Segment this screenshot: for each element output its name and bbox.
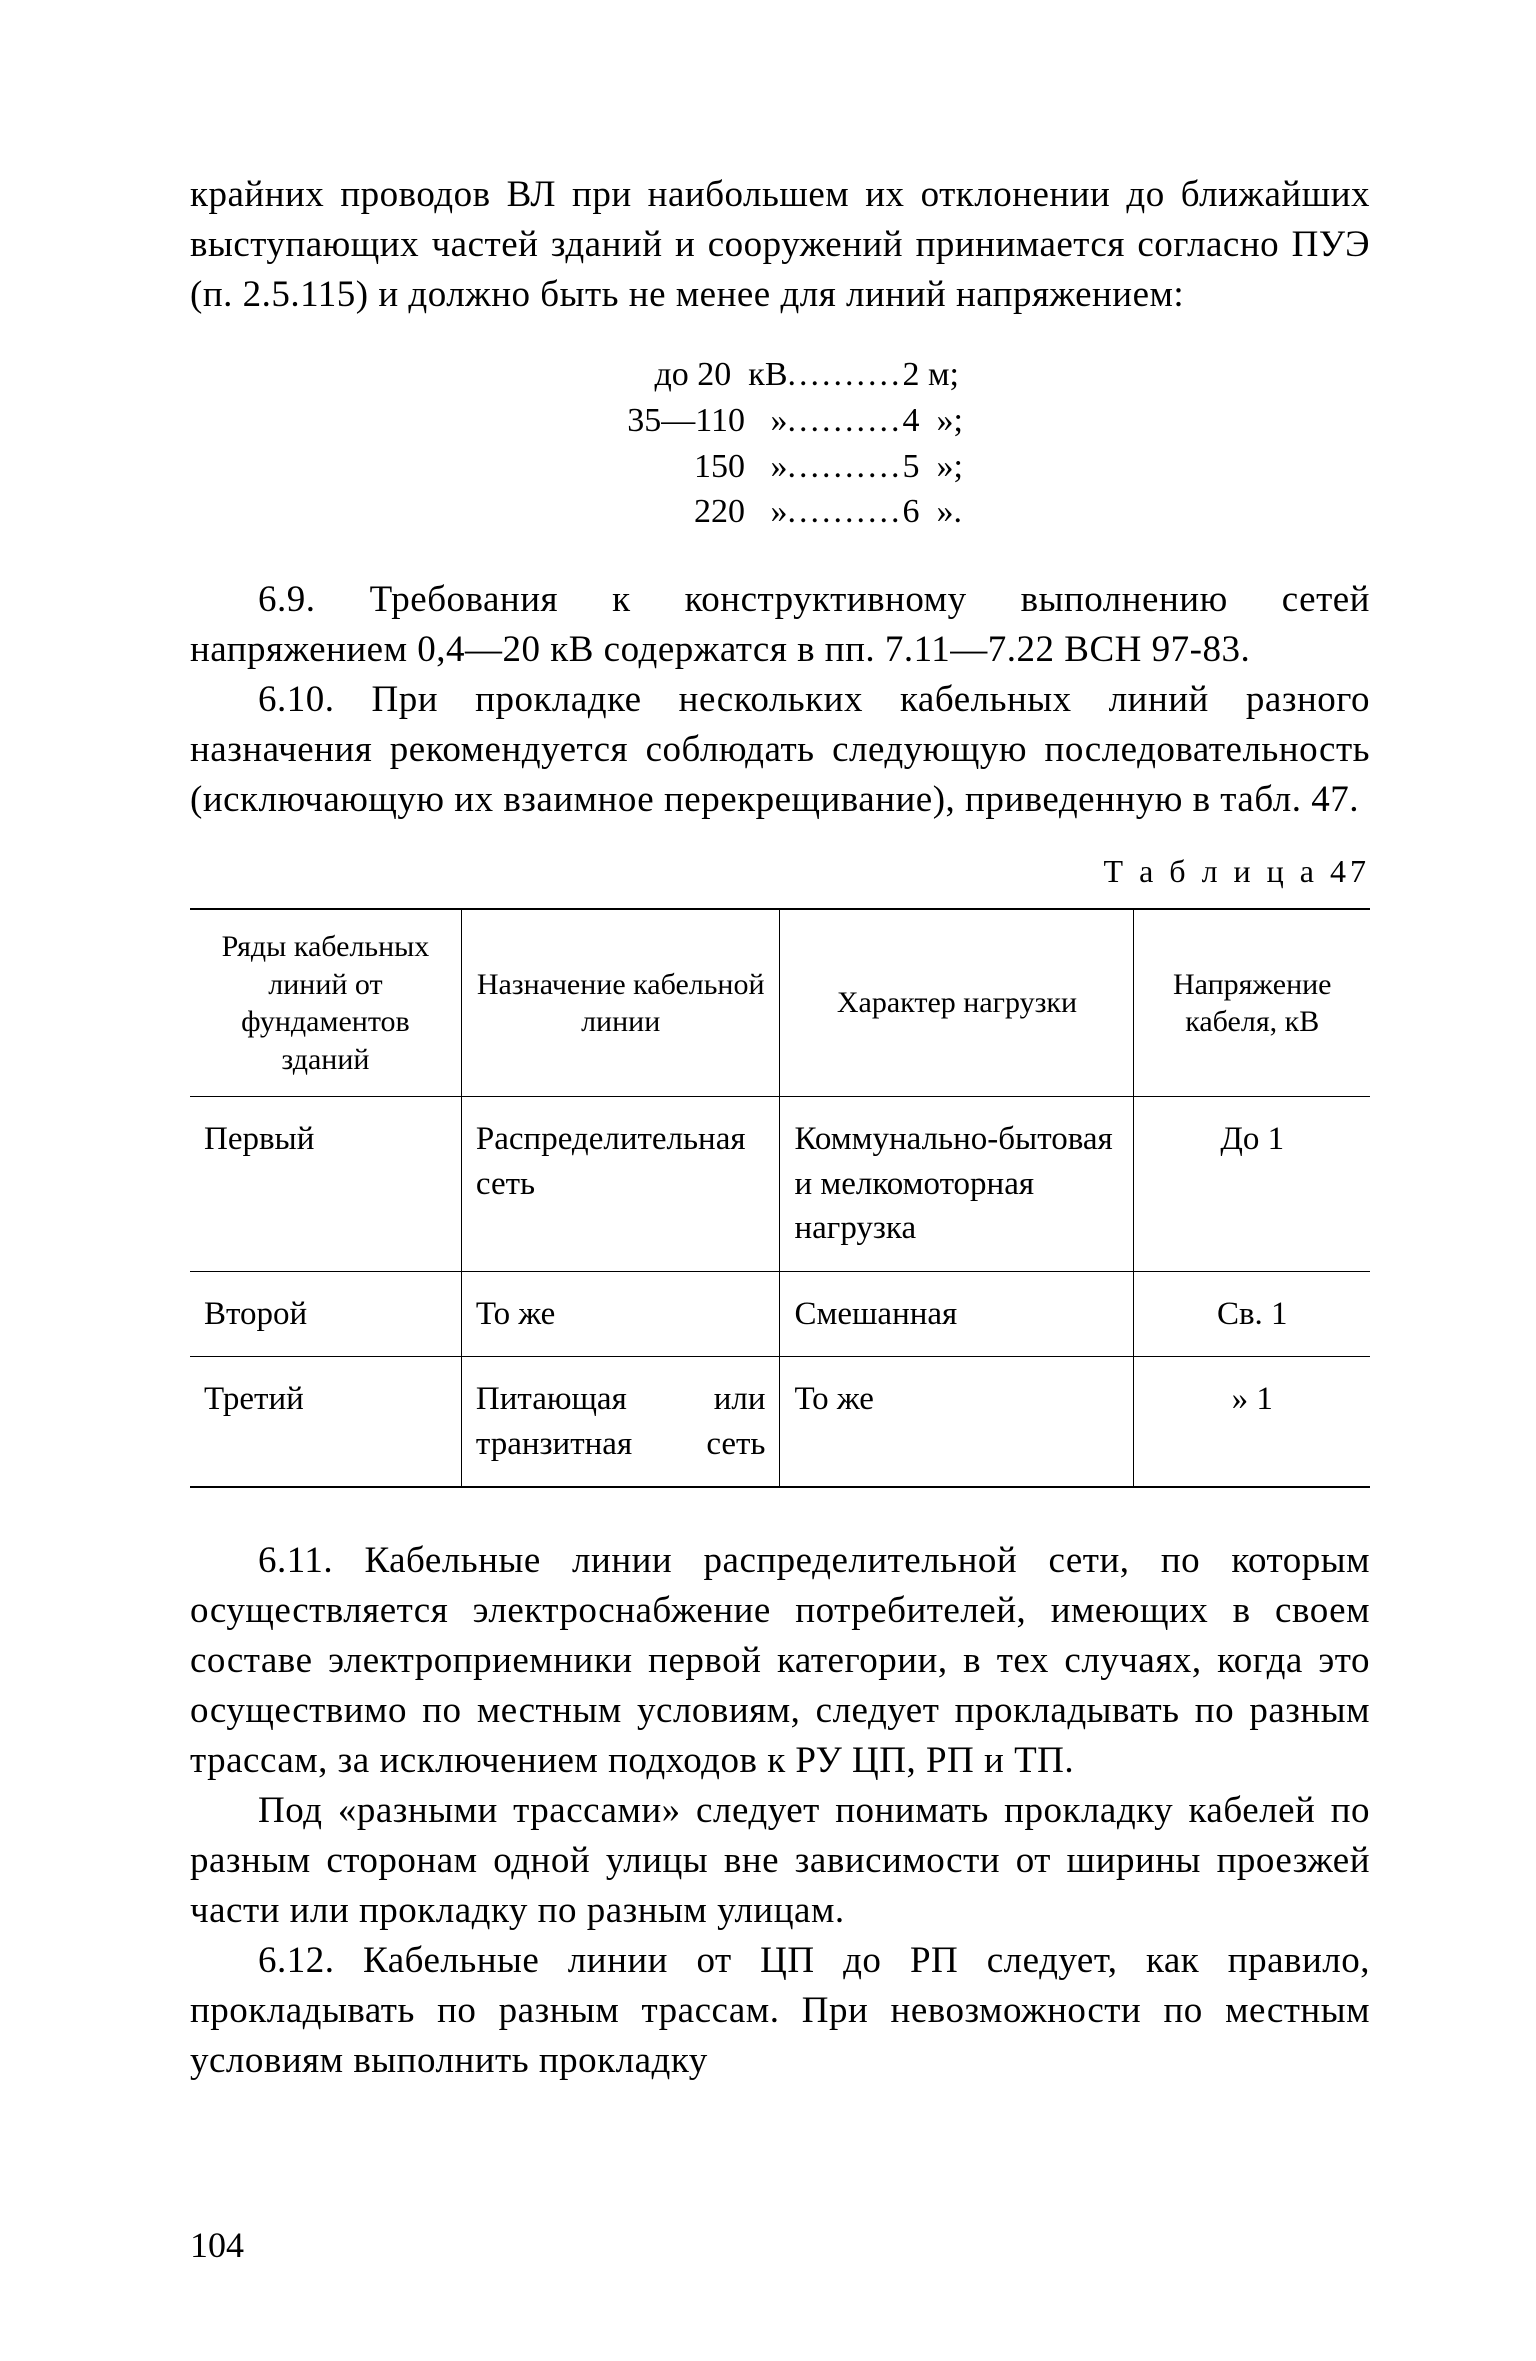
paragraph-6-9: 6.9. Требования к конструктивному выполн… <box>190 575 1370 675</box>
table-cell: До 1 <box>1134 1097 1370 1272</box>
table-cell: Смешанная <box>780 1271 1134 1357</box>
voltage-value: 4 »; <box>903 398 1023 444</box>
table-cell: Третий <box>190 1357 461 1488</box>
paragraph-lead: крайних проводов ВЛ при наибольшем их от… <box>190 170 1370 320</box>
table-row: Второй То же Смешанная Св. 1 <box>190 1271 1370 1357</box>
table-header-cell: Ряды кабельных линий от фундаментов здан… <box>190 909 461 1097</box>
voltage-dots: .......... <box>788 352 903 398</box>
voltage-label: 150 » <box>538 444 788 490</box>
table-row: Первый Распределительная сеть Коммунальн… <box>190 1097 1370 1272</box>
table-cell-text: Питающая или транзитная сеть <box>476 1381 766 1462</box>
page-content: крайних проводов ВЛ при наибольшем их от… <box>190 170 1370 2086</box>
table-cell: Распределительная сеть <box>461 1097 780 1272</box>
voltage-value: 5 »; <box>903 444 1023 490</box>
voltage-label: 220 » <box>538 489 788 535</box>
table-cell: Питающая или транзитная сеть <box>461 1357 780 1488</box>
table-header-cell: Характер нагрузки <box>780 909 1134 1097</box>
table-cell: Коммунально-бытовая и мелкомоторная нагр… <box>780 1097 1134 1272</box>
voltage-distance-list: до 20 кВ .......... 2 м; 35—110 » ......… <box>190 352 1370 536</box>
table-header-cell: Назначение кабельной линии <box>461 909 780 1097</box>
voltage-dots: .......... <box>788 444 903 490</box>
page-number: 104 <box>190 2224 244 2266</box>
voltage-value: 6 ». <box>903 489 1023 535</box>
paragraph-6-12: 6.12. Кабельные линии от ЦП до РП следуе… <box>190 1936 1370 2086</box>
table-caption: Т а б л и ц а 47 <box>190 853 1370 890</box>
voltage-dots: .......... <box>788 398 903 444</box>
voltage-dots: .......... <box>788 489 903 535</box>
table-cell: Св. 1 <box>1134 1271 1370 1357</box>
table-cell: » 1 <box>1134 1357 1370 1488</box>
voltage-row: 35—110 » .......... 4 »; <box>190 398 1370 444</box>
table-cell: Первый <box>190 1097 461 1272</box>
table-cell: То же <box>780 1357 1134 1488</box>
table-cell: То же <box>461 1271 780 1357</box>
voltage-label: до 20 кВ <box>538 352 788 398</box>
table-header-row: Ряды кабельных линий от фундаментов здан… <box>190 909 1370 1097</box>
voltage-label: 35—110 » <box>538 398 788 444</box>
table-row: Третий Питающая или транзитная сеть То ж… <box>190 1357 1370 1488</box>
voltage-row: 220 » .......... 6 ». <box>190 489 1370 535</box>
table-47: Ряды кабельных линий от фундаментов здан… <box>190 908 1370 1488</box>
paragraph-6-10: 6.10. При прокладке нескольких кабельных… <box>190 675 1370 825</box>
paragraph-6-11: 6.11. Кабельные линии распределительной … <box>190 1536 1370 1786</box>
paragraph-6-11b: Под «разными трассами» следует понимать … <box>190 1786 1370 1936</box>
table-cell: Второй <box>190 1271 461 1357</box>
voltage-value: 2 м; <box>903 352 1023 398</box>
voltage-row: 150 » .......... 5 »; <box>190 444 1370 490</box>
table-header-cell: Напряжение кабеля, кВ <box>1134 909 1370 1097</box>
voltage-row: до 20 кВ .......... 2 м; <box>190 352 1370 398</box>
